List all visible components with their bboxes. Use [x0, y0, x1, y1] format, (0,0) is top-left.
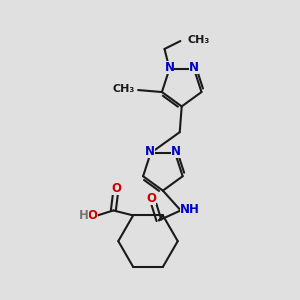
Text: NH: NH: [180, 203, 200, 216]
Text: O: O: [88, 209, 98, 222]
Text: O: O: [146, 192, 156, 205]
Text: N: N: [145, 146, 155, 158]
Text: H: H: [79, 209, 88, 222]
Text: N: N: [171, 146, 181, 158]
Text: CH₃: CH₃: [113, 84, 135, 94]
Text: N: N: [189, 61, 199, 74]
Text: CH₃: CH₃: [187, 35, 210, 45]
Text: O: O: [111, 182, 121, 195]
Text: N: N: [164, 61, 175, 74]
